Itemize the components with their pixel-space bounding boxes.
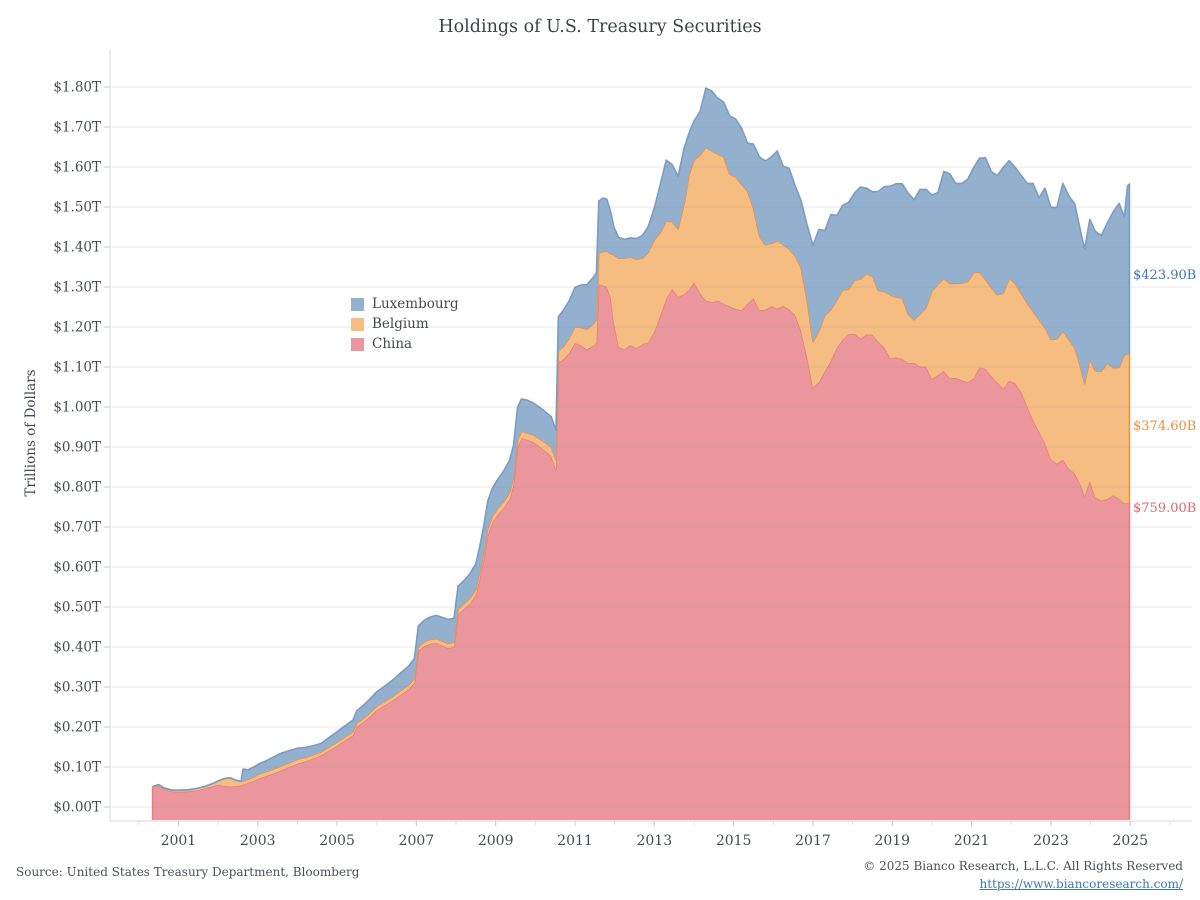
annotation-belgium-final-value: $374.60B: [1133, 418, 1197, 434]
legend-item-luxembourg: Luxembourg: [351, 294, 459, 314]
y-tick-label: $0.70T: [53, 520, 101, 536]
y-tick-label: $1.30T: [53, 280, 101, 296]
area-luxembourg: [152, 88, 1130, 791]
y-axis-title: Trillions of Dollars: [23, 369, 39, 497]
axes: $0.00T $0.10T $0.20T $0.30T $0.40T $0.50T $0.6…: [53, 50, 1192, 849]
copyright-note: © 2025 Bianco Research, L.L.C. All Right…: [863, 859, 1183, 873]
x-tick-label: 2017: [795, 833, 831, 849]
x-tick-label: 2003: [240, 833, 276, 849]
annotation-luxembourg-final-value: $423.90B: [1133, 268, 1197, 283]
y-tick-label: $0.90T: [53, 440, 101, 456]
biancoresearch-link[interactable]: https://www.biancoresearch.com/: [979, 877, 1183, 891]
y-tick-label: $1.60T: [53, 160, 101, 176]
source-note: Source: United States Treasury Departmen…: [16, 865, 360, 879]
x-tick-label: 2023: [1033, 833, 1069, 849]
luxembourg-swatch-icon: [351, 297, 364, 311]
legend-item-belgium: Belgium: [351, 314, 459, 334]
y-tick-label: $0.60T: [53, 560, 101, 576]
y-tick-label: $0.40T: [53, 640, 101, 656]
x-tick-label: 2015: [716, 833, 752, 849]
x-tick-label: 2009: [478, 833, 514, 849]
y-tick-label: $1.00T: [53, 400, 101, 416]
belgium-swatch-icon: [351, 317, 364, 331]
y-tick-label: $0.50T: [53, 600, 101, 616]
y-tick-label: $1.50T: [53, 200, 101, 216]
x-tick-label: 2021: [954, 833, 990, 849]
y-tick-label: $1.40T: [53, 240, 101, 256]
y-tick-label: $0.20T: [53, 720, 101, 736]
chart-legend: Luxembourg Belgium China: [351, 294, 459, 354]
x-tick-label: 2011: [557, 833, 593, 849]
area-china: [152, 282, 1130, 820]
line-luxembourg: [152, 87, 1131, 791]
footer-right: © 2025 Bianco Research, L.L.C. All Right…: [863, 857, 1183, 893]
y-tick-label: $1.10T: [53, 360, 101, 376]
china-swatch-icon: [351, 337, 364, 351]
y-tick-label: $0.00T: [53, 800, 101, 816]
legend-label: Luxembourg: [372, 296, 459, 312]
y-tick-label: $1.70T: [53, 120, 101, 136]
x-tick-label: 2019: [874, 833, 910, 849]
x-tick-label: 2005: [319, 833, 355, 849]
x-tick-label: 2013: [636, 833, 672, 849]
legend-label: Belgium: [372, 316, 429, 332]
y-tick-label: $0.80T: [53, 480, 101, 496]
x-tick-label: 2007: [399, 833, 435, 849]
y-tick-label: $1.80T: [53, 80, 101, 96]
page-title: Holdings of U.S. Treasury Securities: [438, 17, 762, 37]
legend-label: China: [372, 336, 413, 352]
legend-item-china: China: [351, 334, 459, 354]
y-tick-label: $0.10T: [53, 760, 101, 776]
x-tick-label: 2025: [1112, 833, 1148, 849]
y-tick-label: $0.30T: [53, 680, 101, 696]
y-tick-label: $1.20T: [53, 320, 101, 336]
gridlines: [111, 86, 1192, 808]
x-tick-label: 2001: [161, 833, 197, 849]
area-belgium: [152, 147, 1130, 792]
annotation-china-final-value: $759.00B: [1133, 500, 1197, 516]
